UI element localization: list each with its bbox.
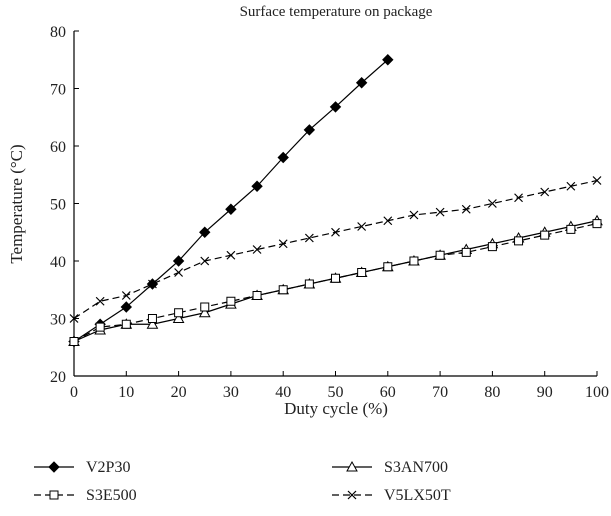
x-tick-label: 60 [380,384,396,401]
data-point-s3e500 [409,256,419,266]
data-point-s3e500 [540,230,550,240]
data-point-s3e500 [514,236,524,246]
y-axis-ticks: 20 30 40 50 60 70 80 [50,24,79,386]
data-point-v5lx50t [461,204,471,214]
series-v5lx50t [69,176,602,323]
x-tick-label: 10 [118,384,134,401]
series-s3e500 [69,219,602,346]
y-tick-label: 60 [50,139,66,156]
data-point-s3e500 [435,250,445,260]
x-tick-label: 40 [275,384,291,401]
data-point-v5lx50t [174,268,184,277]
data-point-v5lx50t [252,245,262,254]
data-point-s3e500 [461,247,471,257]
legend-item-s3e500: S3E500 [34,487,137,504]
series-line-v5lx50t [73,179,598,320]
data-point-s3e500 [95,322,105,332]
data-point-s3e500 [487,242,497,252]
data-point-s3e500 [304,279,314,289]
data-point-s3an700 [146,318,159,329]
data-point-v2p30 [329,101,342,113]
data-point-s3e500 [200,302,210,312]
data-point-s3an700 [172,312,185,323]
data-point-v5lx50t [278,239,288,249]
y-tick-label: 40 [50,254,66,271]
data-point-v5lx50t [69,314,79,323]
x-tick-label: 90 [537,384,553,401]
data-point-v5lx50t [566,181,576,191]
x-tick-label: 20 [171,384,187,401]
data-point-s3e500 [383,262,393,272]
series-layer [68,54,603,348]
legend-marker-v5lx50t [347,490,357,500]
data-point-s3e500 [592,219,602,229]
data-point-s3e500 [147,314,157,323]
x-tick-label: 30 [223,384,239,401]
y-tick-label: 80 [50,24,66,41]
legend-item-v5lx50t: V5LX50T [332,487,451,504]
data-point-v5lx50t [148,279,157,289]
chart-title: Surface temperature on package [240,4,433,20]
data-point-v5lx50t [592,176,602,185]
data-point-v2p30 [120,301,133,313]
data-point-v2p30 [277,151,289,164]
y-axis-title: Temperature (°C) [7,144,26,263]
x-tick-label: 100 [585,384,609,401]
legend: V2P30 S3AN700 S3E500 V5LX50T [34,459,451,504]
data-point-v2p30 [251,180,263,192]
data-point-v5lx50t [540,187,550,197]
data-point-s3e500 [174,308,184,318]
data-point-v5lx50t [487,199,497,208]
data-point-s3an700 [198,306,211,318]
legend-marker-s3an700 [346,460,358,472]
legend-item-v2p30: V2P30 [34,459,130,476]
data-point-s3e500 [226,296,236,306]
data-point-v5lx50t [304,233,314,243]
data-point-v5lx50t [331,227,340,237]
data-point-s3e500 [69,337,79,346]
data-point-v5lx50t [383,216,393,226]
y-tick-label: 70 [50,82,66,99]
data-point-s3e500 [331,273,340,283]
data-point-v5lx50t [435,207,445,217]
data-point-v2p30 [172,255,185,267]
data-point-v2p30 [303,124,316,136]
x-tick-label: 80 [484,384,500,401]
data-point-v5lx50t [200,256,210,266]
legend-label-s3an700: S3AN700 [384,459,448,476]
data-point-v2p30 [225,203,237,215]
y-tick-label: 50 [50,197,66,214]
legend-label-v2p30: V2P30 [86,459,130,476]
y-tick-label: 30 [50,312,66,329]
legend-marker-s3e500 [49,490,59,500]
x-tick-label: 70 [432,384,448,401]
data-point-v5lx50t [409,210,419,220]
data-point-v5lx50t [95,296,105,306]
data-point-s3e500 [357,268,367,277]
legend-label-s3e500: S3E500 [86,487,137,504]
data-point-s3e500 [278,285,288,295]
data-point-s3e500 [566,224,576,234]
x-axis-title: Duty cycle (%) [284,399,388,418]
legend-label-v5lx50t: V5LX50T [384,487,451,504]
data-point-v2p30 [355,77,368,89]
data-point-s3e500 [121,319,131,329]
data-point-v5lx50t [226,250,236,260]
data-point-v5lx50t [121,291,131,300]
x-axis-ticks: 0 10 20 30 40 50 60 70 80 90 100 [70,371,609,401]
y-tick-label: 20 [50,369,66,386]
data-point-v5lx50t [514,193,523,203]
plot-area: 0 10 20 30 40 50 60 70 80 90 100 20 30 40 50 60 70 80 [50,24,609,401]
legend-marker-v2p30 [48,461,60,473]
legend-item-s3an700: S3AN700 [332,459,448,476]
data-point-v5lx50t [357,222,367,231]
x-tick-label: 0 [70,384,78,401]
x-tick-label: 50 [328,384,344,401]
data-point-s3e500 [252,291,262,300]
data-point-v2p30 [199,226,211,238]
data-point-v2p30 [382,54,394,66]
